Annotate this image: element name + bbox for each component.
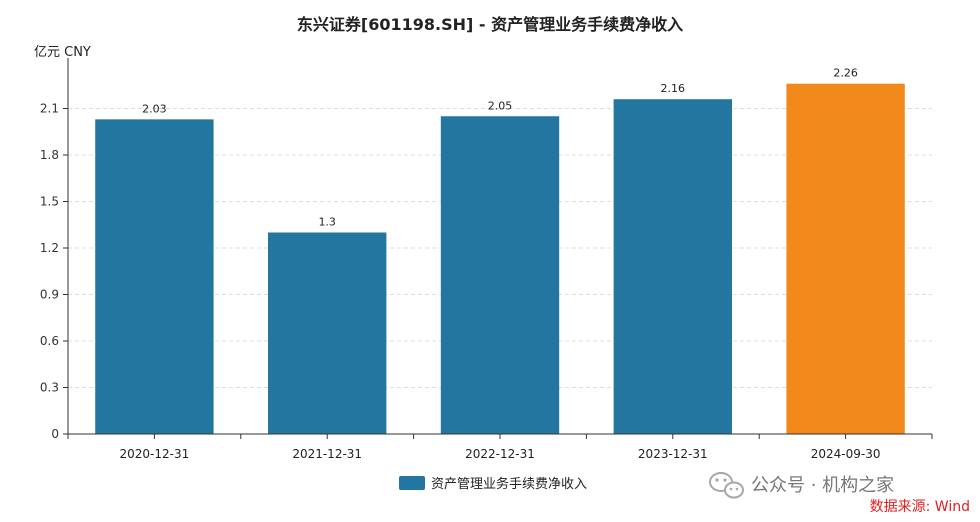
y-tick-label: 2.1 (40, 102, 59, 116)
bar (786, 83, 905, 434)
bar (95, 119, 214, 434)
y-tick-label: 0.9 (40, 288, 59, 302)
y-tick-label: 0.6 (40, 334, 59, 348)
x-tick-label: 2020-12-31 (120, 447, 190, 461)
bar (613, 99, 732, 434)
x-tick-label: 2022-12-31 (465, 447, 535, 461)
legend-swatch (399, 476, 425, 490)
watermark: 公众号 · 机构之家 (709, 472, 894, 499)
bars (95, 83, 905, 434)
x-tick-label: 2023-12-31 (638, 447, 708, 461)
bar-value-label: 2.16 (661, 82, 686, 95)
bar-value-label: 2.05 (488, 99, 513, 112)
y-tick-label: 0 (51, 427, 59, 441)
y-tick-label: 0.3 (40, 381, 59, 395)
y-tick-label: 1.8 (40, 148, 59, 162)
bar-value-label: 2.26 (833, 67, 858, 80)
y-tick-label: 1.2 (40, 241, 59, 255)
y-axis-unit: 亿元 CNY (34, 45, 91, 60)
bar-value-label: 2.03 (142, 102, 167, 115)
source-note: 数据来源: Wind (870, 499, 970, 515)
data-labels: 2.03 1.3 2.05 2.16 2.26 (142, 67, 858, 229)
bar (268, 232, 387, 434)
bar-value-label: 1.3 (318, 216, 336, 229)
x-tick-label: 2021-12-31 (292, 447, 362, 461)
y-tick-label: 1.5 (40, 195, 59, 209)
wechat-icon (709, 472, 744, 499)
legend: 资产管理业务手续费净收入 (399, 476, 587, 492)
bar (440, 116, 560, 434)
chart-title: 东兴证券[601198.SH] - 资产管理业务手续费净收入 (297, 15, 683, 34)
x-axis: 2020-12-31 2021-12-31 2022-12-31 2023-12-31… (67, 433, 933, 461)
x-tick-label: 2024-09-30 (811, 447, 881, 461)
y-axis: 0 0.3 0.6 0.9 1.2 1.5 1.8 2.1 (40, 58, 69, 441)
legend-label: 资产管理业务手续费净收入 (431, 476, 587, 492)
watermark-text: 公众号 · 机构之家 (751, 475, 894, 496)
